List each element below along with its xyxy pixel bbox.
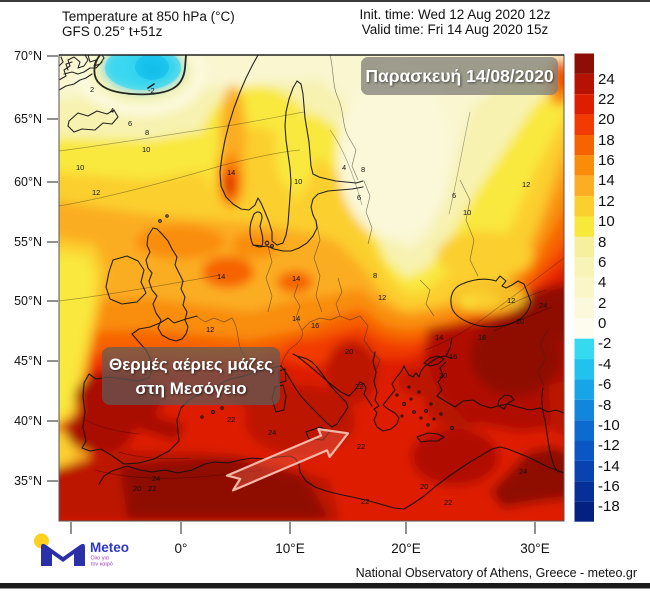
svg-text:20: 20	[345, 347, 353, 356]
svg-text:-2: -2	[148, 86, 155, 95]
svg-text:24: 24	[152, 474, 160, 483]
svg-text:22: 22	[444, 498, 452, 507]
svg-text:24: 24	[268, 428, 276, 437]
svg-text:4: 4	[110, 106, 114, 115]
svg-text:22: 22	[227, 415, 235, 424]
svg-text:20: 20	[420, 482, 428, 491]
svg-text:18: 18	[478, 333, 486, 342]
svg-text:8: 8	[373, 271, 377, 280]
svg-text:12: 12	[92, 188, 100, 197]
svg-text:τον καιρό: τον καιρό	[91, 561, 113, 568]
svg-text:12: 12	[507, 296, 515, 305]
svg-text:14: 14	[292, 274, 300, 283]
svg-text:22: 22	[148, 484, 156, 493]
svg-text:12: 12	[378, 293, 386, 302]
svg-text:16: 16	[311, 321, 319, 330]
svg-text:4: 4	[342, 163, 346, 172]
svg-text:20: 20	[516, 317, 524, 326]
svg-text:12: 12	[522, 180, 530, 189]
svg-text:20: 20	[439, 371, 447, 380]
svg-text:Meteo: Meteo	[90, 540, 129, 555]
svg-text:24: 24	[519, 467, 527, 476]
svg-text:6: 6	[357, 193, 361, 202]
svg-text:10: 10	[463, 208, 471, 217]
svg-text:12: 12	[206, 325, 214, 334]
svg-text:10: 10	[142, 145, 150, 154]
svg-text:14: 14	[435, 333, 443, 342]
svg-text:20: 20	[133, 484, 141, 493]
svg-text:8: 8	[145, 128, 149, 137]
svg-text:22: 22	[357, 442, 365, 451]
svg-text:Ολο για: Ολο για	[91, 556, 109, 562]
svg-text:6: 6	[128, 119, 132, 128]
svg-text:14: 14	[217, 272, 225, 281]
svg-text:14: 14	[292, 314, 300, 323]
svg-text:24: 24	[539, 301, 547, 310]
svg-text:16: 16	[449, 352, 457, 361]
svg-text:2: 2	[90, 85, 94, 94]
svg-text:6: 6	[452, 191, 456, 200]
svg-text:10: 10	[294, 177, 302, 186]
svg-text:10: 10	[76, 163, 84, 172]
svg-text:22: 22	[355, 382, 363, 391]
svg-text:14: 14	[227, 168, 235, 177]
svg-text:22: 22	[361, 497, 369, 506]
svg-text:8: 8	[361, 165, 365, 174]
